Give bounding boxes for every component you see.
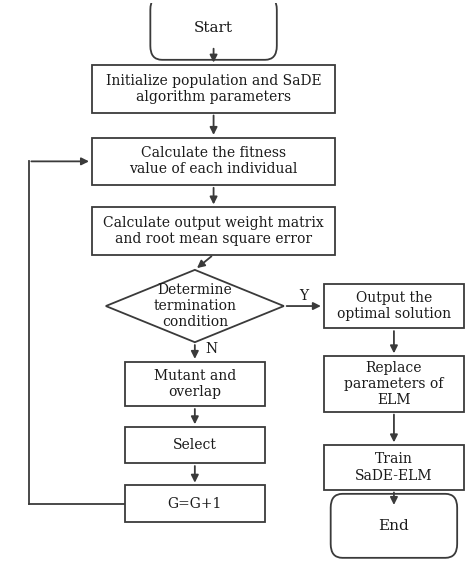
Text: Determine
termination
condition: Determine termination condition [154, 283, 237, 329]
Bar [125, 362, 265, 406]
Bar [92, 138, 336, 185]
Text: End: End [379, 519, 410, 533]
Text: N: N [205, 342, 217, 356]
Bar [324, 284, 464, 328]
Bar [92, 207, 336, 255]
Text: G=G+1: G=G+1 [168, 497, 222, 511]
Bar [125, 486, 265, 522]
Text: Y: Y [299, 289, 308, 303]
Bar [92, 65, 336, 112]
Bar [125, 427, 265, 463]
Text: Initialize population and SaDE
algorithm parameters: Initialize population and SaDE algorithm… [106, 74, 321, 104]
Text: Replace
parameters of
ELM: Replace parameters of ELM [344, 361, 444, 407]
Polygon shape [106, 270, 284, 342]
Text: Train
SaDE-ELM: Train SaDE-ELM [355, 452, 433, 483]
Text: Output the
optimal solution: Output the optimal solution [337, 291, 451, 321]
FancyBboxPatch shape [331, 494, 457, 558]
Text: Start: Start [194, 21, 233, 35]
Text: Calculate output weight matrix
and root mean square error: Calculate output weight matrix and root … [103, 216, 324, 246]
Bar [324, 445, 464, 490]
Text: Calculate the fitness
value of each individual: Calculate the fitness value of each indi… [129, 146, 298, 176]
FancyBboxPatch shape [150, 0, 277, 60]
Bar [324, 356, 464, 412]
Text: Mutant and
overlap: Mutant and overlap [154, 369, 236, 399]
Text: Select: Select [173, 438, 217, 452]
